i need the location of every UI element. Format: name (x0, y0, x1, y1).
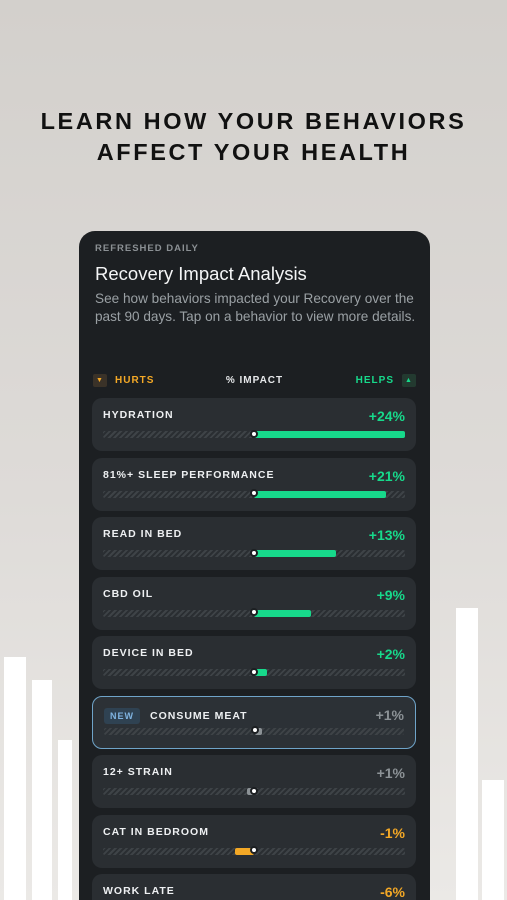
headline-line-2: AFFECT YOUR HEALTH (96, 139, 411, 165)
impact-bar-fill (254, 609, 311, 617)
behavior-name: HYDRATION (103, 409, 174, 421)
panel-title: Recovery Impact Analysis (95, 263, 307, 284)
impact-bar-track (103, 429, 405, 438)
behavior-label-row: NEW CONSUME MEAT (104, 707, 248, 724)
behavior-label-row: READ IN BED (103, 528, 182, 540)
zero-marker-dot (250, 429, 258, 438)
zero-marker-dot (250, 786, 258, 795)
impact-percent: -6% (380, 884, 405, 900)
caret-down-icon: ▼ (93, 374, 107, 387)
impact-percent: +1% (376, 765, 405, 781)
behavior-name: CAT IN BEDROOM (103, 825, 209, 838)
impact-bar-track (103, 667, 405, 676)
behavior-card[interactable]: HYDRATION +24% (92, 398, 416, 451)
impact-bar-fill (254, 431, 405, 438)
helps-sort-toggle[interactable]: HELPS ▲ (356, 374, 416, 387)
impact-percent: +1% (375, 706, 404, 723)
zero-marker-dot (250, 489, 258, 497)
impact-bar-track (104, 726, 404, 735)
zero-marker-dot (250, 846, 258, 854)
impact-bar-track (103, 846, 405, 855)
impact-percent: +13% (368, 527, 405, 543)
zero-marker-dot (250, 548, 258, 557)
behavior-label-row: CBD OIL (103, 588, 153, 600)
hurts-sort-toggle[interactable]: ▼ HURTS (93, 374, 154, 387)
impact-percent: +24% (368, 408, 405, 424)
impact-bar-fill (235, 847, 254, 855)
new-badge: NEW (104, 707, 140, 724)
headline-line-1: LEARN HOW YOUR BEHAVIORS (40, 108, 467, 134)
refreshed-label: REFRESHED DAILY (95, 243, 199, 254)
behavior-label-row: HYDRATION (103, 409, 174, 421)
behavior-card[interactable]: 12+ STRAIN +1% (92, 755, 416, 808)
caret-up-icon: ▲ (402, 374, 416, 387)
hurts-label: HURTS (115, 375, 155, 386)
behavior-card[interactable]: 81%+ SLEEP PERFORMANCE +21% (92, 457, 416, 511)
impact-percent: +9% (376, 586, 405, 603)
behavior-label-row: 12+ STRAIN (103, 766, 173, 778)
headline: LEARN HOW YOUR BEHAVIORS AFFECT YOUR HEA… (0, 106, 507, 168)
behavior-name: READ IN BED (103, 528, 183, 540)
zero-marker-dot (250, 667, 258, 676)
impact-bar-fill (254, 669, 267, 676)
behavior-name: DEVICE IN BED (103, 647, 194, 659)
impact-bar-track (103, 608, 405, 617)
impact-bar-track (103, 489, 405, 498)
behavior-card[interactable]: CAT IN BEDROOM -1% (92, 814, 416, 868)
impact-bar-track (103, 786, 405, 795)
behavior-name: CBD OIL (103, 587, 154, 600)
behavior-card[interactable]: NEW CONSUME MEAT +1% (92, 695, 416, 749)
behavior-label-row: WORK LATE (103, 885, 175, 897)
impact-bar-track (103, 548, 405, 557)
behavior-card[interactable]: WORK LATE -6% (92, 874, 416, 900)
behavior-name: WORK LATE (103, 885, 175, 897)
zero-marker-dot (251, 726, 259, 734)
impact-label: % IMPACT (225, 375, 284, 386)
behavior-name: 81%+ SLEEP PERFORMANCE (103, 468, 275, 481)
impact-bar-fill (254, 490, 387, 498)
behavior-name: 12+ STRAIN (103, 766, 173, 778)
impact-percent: +2% (376, 646, 405, 662)
behavior-label-row: DEVICE IN BED (103, 647, 194, 659)
behavior-label-row: 81%+ SLEEP PERFORMANCE (103, 469, 274, 481)
panel-description: See how behaviors impacted your Recovery… (95, 291, 416, 324)
impact-scale-header: ▼ HURTS % IMPACT HELPS ▲ (93, 374, 416, 390)
impact-bar-fill (254, 550, 336, 557)
impact-percent: +21% (368, 467, 405, 484)
behavior-card[interactable]: READ IN BED +13% (92, 517, 416, 570)
behavior-label-row: CAT IN BEDROOM (103, 826, 209, 838)
helps-label: HELPS (355, 375, 394, 386)
behavior-card[interactable]: DEVICE IN BED +2% (92, 636, 416, 689)
impact-percent: -1% (380, 824, 405, 841)
behavior-card[interactable]: CBD OIL +9% (92, 576, 416, 630)
zero-marker-dot (250, 608, 258, 616)
phone-screen: REFRESHED DAILY Recovery Impact Analysis… (79, 231, 430, 900)
behavior-name: CONSUME MEAT (150, 709, 248, 722)
